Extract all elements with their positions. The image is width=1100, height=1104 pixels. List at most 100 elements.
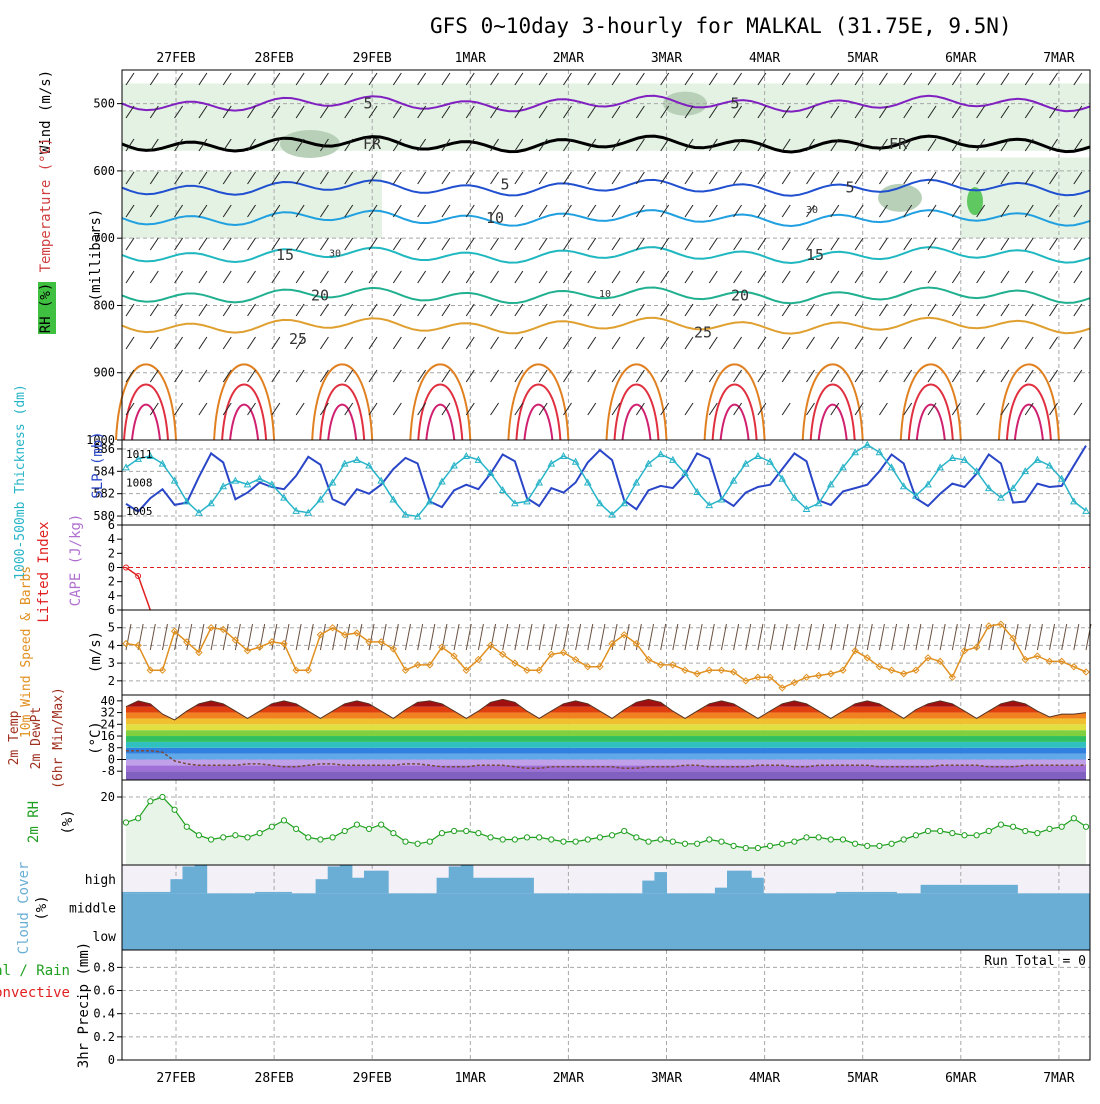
pressure-tick-label: 1000	[86, 433, 115, 447]
rh-marker	[633, 834, 640, 841]
temp-color-band	[126, 741, 1086, 748]
slp-marker	[899, 482, 908, 490]
wind-barb	[247, 105, 256, 119]
wind-barb-10m	[720, 623, 727, 651]
wind-barb	[635, 171, 645, 185]
wind-barb	[781, 72, 791, 86]
slp-marker	[741, 459, 750, 467]
wind-barb	[757, 237, 767, 251]
slp-marker	[267, 480, 276, 488]
wind-barb	[563, 369, 572, 383]
wind-barb	[757, 138, 767, 152]
cloud-bar-midlow	[339, 893, 353, 950]
wind-barb	[903, 105, 913, 119]
wind-barb	[295, 369, 305, 383]
wind-barb	[1049, 171, 1058, 185]
rh-marker	[657, 836, 664, 843]
temp-color-band	[126, 736, 1086, 742]
cloud-bar-high	[739, 870, 752, 894]
wind-barb	[660, 369, 670, 383]
rh-marker	[220, 834, 227, 841]
wind-barb-10m	[1061, 623, 1068, 651]
wind-barb-10m	[696, 623, 703, 651]
cloud-bar-midlow	[751, 893, 764, 950]
wind-barb	[976, 402, 986, 416]
wind-barb	[149, 72, 159, 86]
slp-marker	[134, 454, 142, 462]
date-label-top: 27FEB	[156, 51, 195, 66]
wind-barb	[1024, 369, 1034, 383]
wind-speed-marker	[231, 636, 240, 644]
wind-barb-10m	[198, 623, 205, 651]
rh-marker	[341, 827, 348, 835]
slp-marker	[948, 453, 957, 461]
wind-barb	[538, 303, 548, 317]
wind-barb-10m	[684, 623, 691, 651]
date-label-top: 3MAR	[651, 51, 682, 66]
wind-speed-marker	[389, 645, 398, 653]
rh-marker	[815, 834, 822, 841]
wind-barb-10m	[927, 623, 934, 651]
wind-barb	[684, 270, 694, 284]
slp-marker	[851, 448, 859, 456]
wind-speed-marker	[814, 671, 823, 680]
wind-barb	[757, 204, 767, 218]
wind-speed-marker	[219, 625, 227, 634]
temp-color-band	[126, 759, 1086, 766]
temp-tick-label: 8	[108, 741, 115, 755]
wind-barb	[927, 303, 937, 317]
dewpoint-line	[126, 749, 1086, 770]
wind-speed-marker	[146, 666, 155, 674]
wind-barb	[976, 72, 986, 86]
li-tick-label: 6	[108, 518, 115, 532]
wind-barb	[903, 270, 913, 284]
wind-speed-marker	[158, 666, 167, 674]
precip-axis-label: 3hr Precip (mm)	[76, 942, 92, 1068]
wind-barb	[1000, 105, 1010, 119]
cloud-bar-midlow	[702, 893, 716, 950]
wind-barb-10m	[781, 623, 788, 651]
wind-barb	[538, 237, 548, 251]
contour-label: 30	[806, 205, 818, 216]
cloud-bar-high	[981, 884, 994, 894]
boundary-layer-contour	[523, 403, 554, 441]
wind-barb	[247, 336, 256, 350]
wind-barb	[951, 270, 961, 284]
wind-barb	[392, 105, 402, 119]
cloud-bar-midlow	[654, 893, 667, 950]
wind-speed-marker	[292, 666, 300, 674]
rh-marker	[1034, 830, 1041, 837]
wind-barb	[368, 336, 378, 350]
rh-marker	[973, 832, 980, 839]
wind-barb	[587, 204, 597, 218]
wind-barb	[368, 105, 378, 119]
wind-barb	[174, 204, 184, 218]
contour-label: 5	[500, 175, 509, 193]
wind-barb	[1000, 270, 1010, 284]
wind-barb	[854, 72, 864, 86]
temp-line	[125, 698, 1087, 721]
wind-barb	[684, 72, 694, 86]
wind-speed-marker	[596, 662, 604, 671]
wind-barb-10m	[149, 623, 156, 651]
contour-label: 15	[276, 246, 294, 264]
slp-marker	[195, 508, 203, 516]
lifted-index-marker	[123, 564, 129, 571]
cloud-bar-midlow	[230, 893, 244, 950]
wind-barb-10m	[319, 623, 326, 651]
wind-barb	[684, 171, 694, 185]
cloud-bar-midlow	[533, 893, 546, 950]
slp-marker	[535, 478, 544, 486]
wind-speed-marker	[656, 661, 665, 669]
wind-barb	[1049, 237, 1058, 251]
wind-barb	[247, 270, 256, 284]
wind-barb	[222, 138, 232, 152]
cloud-bar-high	[727, 870, 740, 894]
wind-barb	[1000, 402, 1010, 416]
wind-barb	[684, 138, 694, 152]
wind-speed-marker	[1057, 657, 1066, 666]
wind-barb	[563, 204, 572, 218]
cloud-bar-midlow	[158, 893, 171, 950]
cloud-bar-midlow	[400, 893, 413, 950]
cloud-bar-midlow	[170, 893, 183, 950]
